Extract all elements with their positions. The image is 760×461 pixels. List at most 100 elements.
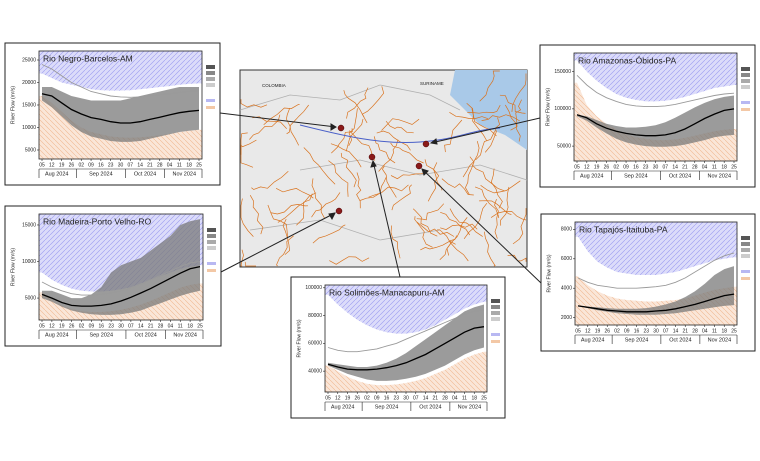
legend-swatch — [206, 83, 215, 87]
river — [356, 172, 362, 209]
y-axis-label: River Flow (m³/s) — [10, 248, 16, 286]
river — [385, 120, 414, 134]
y-tick-label: 2000 — [561, 315, 572, 321]
station — [422, 140, 430, 148]
legend-swatch — [741, 254, 750, 258]
river — [373, 136, 396, 164]
x-tick-label: 05 — [39, 162, 45, 168]
x-tick-label: 19 — [345, 395, 351, 401]
month-label: Nov 2024 — [173, 171, 197, 177]
river — [240, 99, 268, 108]
x-tick-label: 26 — [604, 328, 610, 334]
plot-area — [575, 222, 737, 325]
river — [277, 192, 317, 223]
x-tick-label: 12 — [49, 323, 55, 329]
x-tick-label: 23 — [643, 164, 649, 170]
legend-swatch — [741, 67, 750, 71]
x-tick-label: 11 — [712, 328, 717, 334]
forecast-band — [328, 304, 484, 381]
stations — [335, 124, 430, 215]
x-tick-label: 05 — [575, 328, 581, 334]
legend-swatch — [491, 299, 500, 303]
y-tick-label: 100000 — [554, 106, 571, 112]
y-tick-label: 150000 — [554, 69, 571, 75]
x-tick-label: 02 — [79, 323, 85, 329]
x-tick-label: 14 — [423, 395, 429, 401]
arrow — [421, 168, 542, 284]
forecast-band — [577, 95, 734, 147]
month-label: Aug 2024 — [45, 332, 69, 338]
x-tick-label: 28 — [442, 395, 448, 401]
y-tick-label: 50000 — [557, 143, 571, 149]
chart-title: Rio Tapajós-Itaituba-PA — [579, 224, 668, 234]
river — [463, 202, 488, 240]
river — [312, 224, 346, 244]
chart-panel: Rio Tapajós-Itaituba-PA River Flow (m³/s)… — [540, 213, 756, 352]
x-tick-label: 19 — [59, 323, 65, 329]
month-label: Oct 2024 — [669, 173, 691, 179]
x-tick-label: 28 — [692, 328, 698, 334]
x-tick-label: 19 — [59, 162, 65, 168]
x-tick-label: 23 — [393, 395, 399, 401]
river — [494, 198, 499, 239]
river — [378, 139, 399, 172]
series-line — [41, 261, 201, 296]
series-line — [41, 93, 200, 124]
month-label: Nov 2024 — [458, 404, 482, 410]
month-label: Oct 2024 — [419, 404, 441, 410]
x-tick-label: 04 — [702, 164, 708, 170]
river — [267, 204, 288, 238]
borders — [239, 84, 528, 241]
map-label: COLOMBIA — [262, 83, 286, 88]
x-tick-label: 04 — [452, 395, 458, 401]
month-label: Aug 2024 — [45, 171, 69, 177]
x-tick-label: 28 — [158, 323, 164, 329]
x-tick-label: 16 — [98, 323, 104, 329]
x-tick-label: 23 — [108, 323, 114, 329]
river — [340, 152, 357, 188]
x-tick-label: 14 — [672, 164, 678, 170]
river — [441, 178, 474, 196]
x-tick-label: 07 — [128, 162, 134, 168]
month-label: Sep 2024 — [89, 332, 113, 338]
river — [368, 184, 409, 198]
month-label: Sep 2024 — [375, 404, 399, 410]
month-label: Nov 2024 — [173, 332, 197, 338]
threshold-area — [39, 96, 202, 159]
river — [481, 114, 520, 122]
legend-swatch — [207, 246, 216, 250]
river — [390, 142, 424, 164]
series-line — [577, 293, 735, 313]
river — [490, 168, 503, 209]
x-tick-label: 21 — [147, 162, 153, 168]
river — [480, 180, 521, 194]
river — [252, 116, 287, 129]
forecast-band — [578, 266, 734, 315]
river — [348, 108, 358, 147]
x-tick-label: 21 — [432, 395, 438, 401]
series-line — [577, 252, 735, 289]
series-line — [576, 108, 735, 137]
x-tick-label: 02 — [364, 395, 370, 401]
x-tick-label: 05 — [39, 323, 45, 329]
ocean — [450, 70, 527, 150]
x-tick-label: 07 — [663, 164, 669, 170]
chart-panel: Rio Solimões-Manacapuru-AM River Flow (m³… — [290, 276, 506, 419]
map: COLOMBIA SURINAME — [239, 69, 528, 268]
river — [240, 146, 254, 168]
forecast-band — [42, 219, 200, 315]
y-axis-label: River Flow (m³/s) — [10, 86, 16, 124]
x-tick-label: 02 — [614, 328, 620, 334]
legend-swatch — [741, 270, 750, 273]
x-tick-label: 19 — [594, 164, 600, 170]
arrow-head — [370, 159, 377, 168]
x-tick-label: 11 — [462, 395, 467, 401]
x-tick-label: 04 — [168, 323, 174, 329]
river — [471, 164, 505, 192]
arrow — [372, 160, 401, 278]
river — [240, 132, 248, 150]
river — [490, 210, 527, 221]
legend-swatch — [206, 106, 215, 109]
x-tick-label: 26 — [69, 323, 75, 329]
month-label: Oct 2024 — [134, 171, 156, 177]
